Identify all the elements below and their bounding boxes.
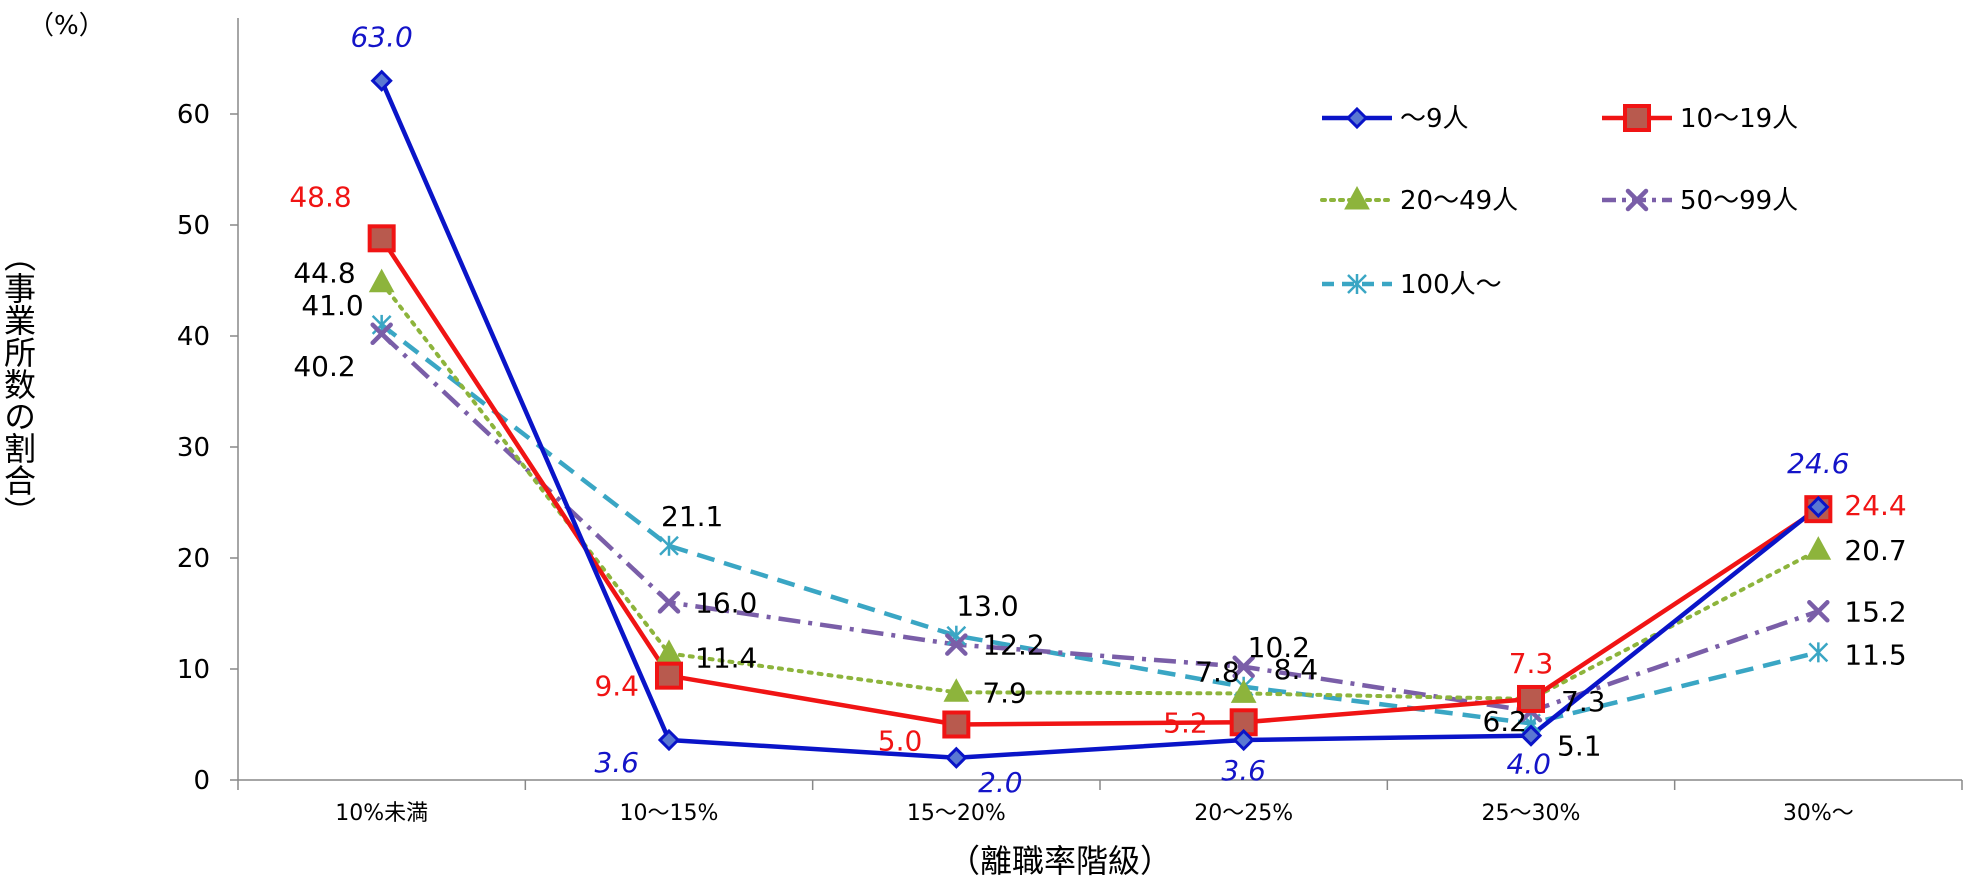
marker-x-stroke <box>370 322 393 346</box>
x-tick-label: 10〜15% <box>620 801 719 826</box>
marker-triangle <box>1344 185 1370 210</box>
data-label: 11.4 <box>695 641 757 674</box>
data-label: 5.2 <box>1163 706 1208 739</box>
legend-label: 100人〜 <box>1400 270 1502 300</box>
marker-square <box>1623 104 1651 132</box>
data-label: 15.2 <box>1844 595 1906 628</box>
y-tick-label: 0 <box>193 766 210 796</box>
marker-square <box>1517 684 1545 713</box>
y-tick-label: 50 <box>177 211 210 241</box>
marker-triangle <box>943 678 970 702</box>
data-labels: 63.0 3.6 2.0 3.6 4.0 24.6 48.8 9.4 5.0 5.2 7.3 24.4… <box>289 21 1906 799</box>
legend: 〜9人 10〜19人 20〜49人 50〜99人 100人〜 <box>1320 104 1798 300</box>
x-tick-label: 20〜25% <box>1194 801 1293 826</box>
marker-diamond <box>945 746 968 769</box>
x-tick-label: 25〜30% <box>1482 801 1581 826</box>
series-line <box>379 79 1820 761</box>
series-line <box>379 237 1820 727</box>
marker-x-stroke <box>1232 655 1255 679</box>
data-label: 5.1 <box>1557 729 1602 762</box>
data-label: 63.0 <box>350 21 412 54</box>
data-label: 24.4 <box>1844 489 1906 522</box>
data-label: 8.4 <box>1274 653 1319 686</box>
series-markers <box>367 69 1833 769</box>
data-label: 7.8 <box>1195 655 1240 688</box>
marker-x-stroke <box>1807 600 1830 623</box>
data-label: 9.4 <box>594 670 639 703</box>
y-tick-label: 40 <box>177 322 210 352</box>
data-label: 7.3 <box>1509 647 1554 680</box>
marker-x-stroke <box>945 633 968 656</box>
y-tick-labels: 0 10 20 30 40 50 60 <box>177 100 210 796</box>
y-tick-label: 10 <box>177 655 210 685</box>
marker-diamond <box>657 728 681 752</box>
y-axis-title: （事業所数の割合） <box>0 240 37 528</box>
marker-diamond <box>1345 106 1369 130</box>
axes <box>230 18 1963 790</box>
marker-triangle <box>656 639 682 663</box>
marker-x-stroke <box>657 591 681 614</box>
data-label: 3.6 <box>1221 754 1266 787</box>
data-label: 48.8 <box>289 180 351 213</box>
y-tick-label: 20 <box>177 544 210 574</box>
series-line <box>380 323 1819 726</box>
data-label: 4.0 <box>1506 748 1551 781</box>
data-label: 6.2 <box>1482 705 1527 738</box>
data-label: 40.2 <box>293 350 355 383</box>
x-tick-label: 10%未満 <box>335 801 428 826</box>
marker-square <box>942 710 971 739</box>
legend-label: 〜9人 <box>1400 104 1469 134</box>
data-label: 20.7 <box>1844 534 1906 567</box>
series-line <box>380 332 1820 714</box>
series-lines <box>379 79 1821 761</box>
marker-diamond <box>1519 724 1543 747</box>
y-tick-label: 60 <box>177 100 210 130</box>
unit-label: （%） <box>28 11 105 41</box>
data-label: 44.8 <box>293 257 355 290</box>
marker-square <box>367 224 396 253</box>
marker-diamond <box>1232 728 1255 752</box>
data-label: 16.0 <box>695 586 757 619</box>
marker-triangle <box>1805 536 1832 560</box>
data-label: 13.0 <box>956 590 1018 623</box>
data-label: 7.3 <box>1561 685 1606 718</box>
marker-diamond <box>370 69 393 92</box>
series-line <box>379 280 1821 701</box>
x-tick-labels: 10%未満 10〜15% 15〜20% 20〜25% 25〜30% 30%〜 <box>335 801 1854 826</box>
legend-label: 20〜49人 <box>1400 186 1518 216</box>
data-label: 11.5 <box>1844 638 1906 671</box>
data-label: 5.0 <box>878 725 923 758</box>
y-tick-label: 30 <box>177 433 210 463</box>
x-axis-title: （離職率階級） <box>948 842 1172 878</box>
data-label: 21.1 <box>661 500 723 533</box>
x-tick-label: 15〜20% <box>907 801 1006 826</box>
data-label: 3.6 <box>594 746 639 779</box>
data-label: 41.0 <box>301 289 363 322</box>
data-label: 12.2 <box>982 629 1044 662</box>
data-label: 24.6 <box>1787 447 1849 480</box>
legend-label: 50〜99人 <box>1680 186 1798 216</box>
marker-square <box>655 661 683 690</box>
marker-triangle <box>1230 679 1257 703</box>
marker-triangle <box>368 268 395 293</box>
marker-x-stroke <box>1625 188 1649 212</box>
marker-diamond <box>1807 495 1830 519</box>
legend-label: 10〜19人 <box>1680 104 1798 134</box>
data-label: 2.0 <box>978 766 1023 799</box>
data-label: 7.9 <box>982 676 1027 709</box>
x-tick-label: 30%〜 <box>1783 801 1854 826</box>
data-label: 10.2 <box>1248 631 1310 664</box>
